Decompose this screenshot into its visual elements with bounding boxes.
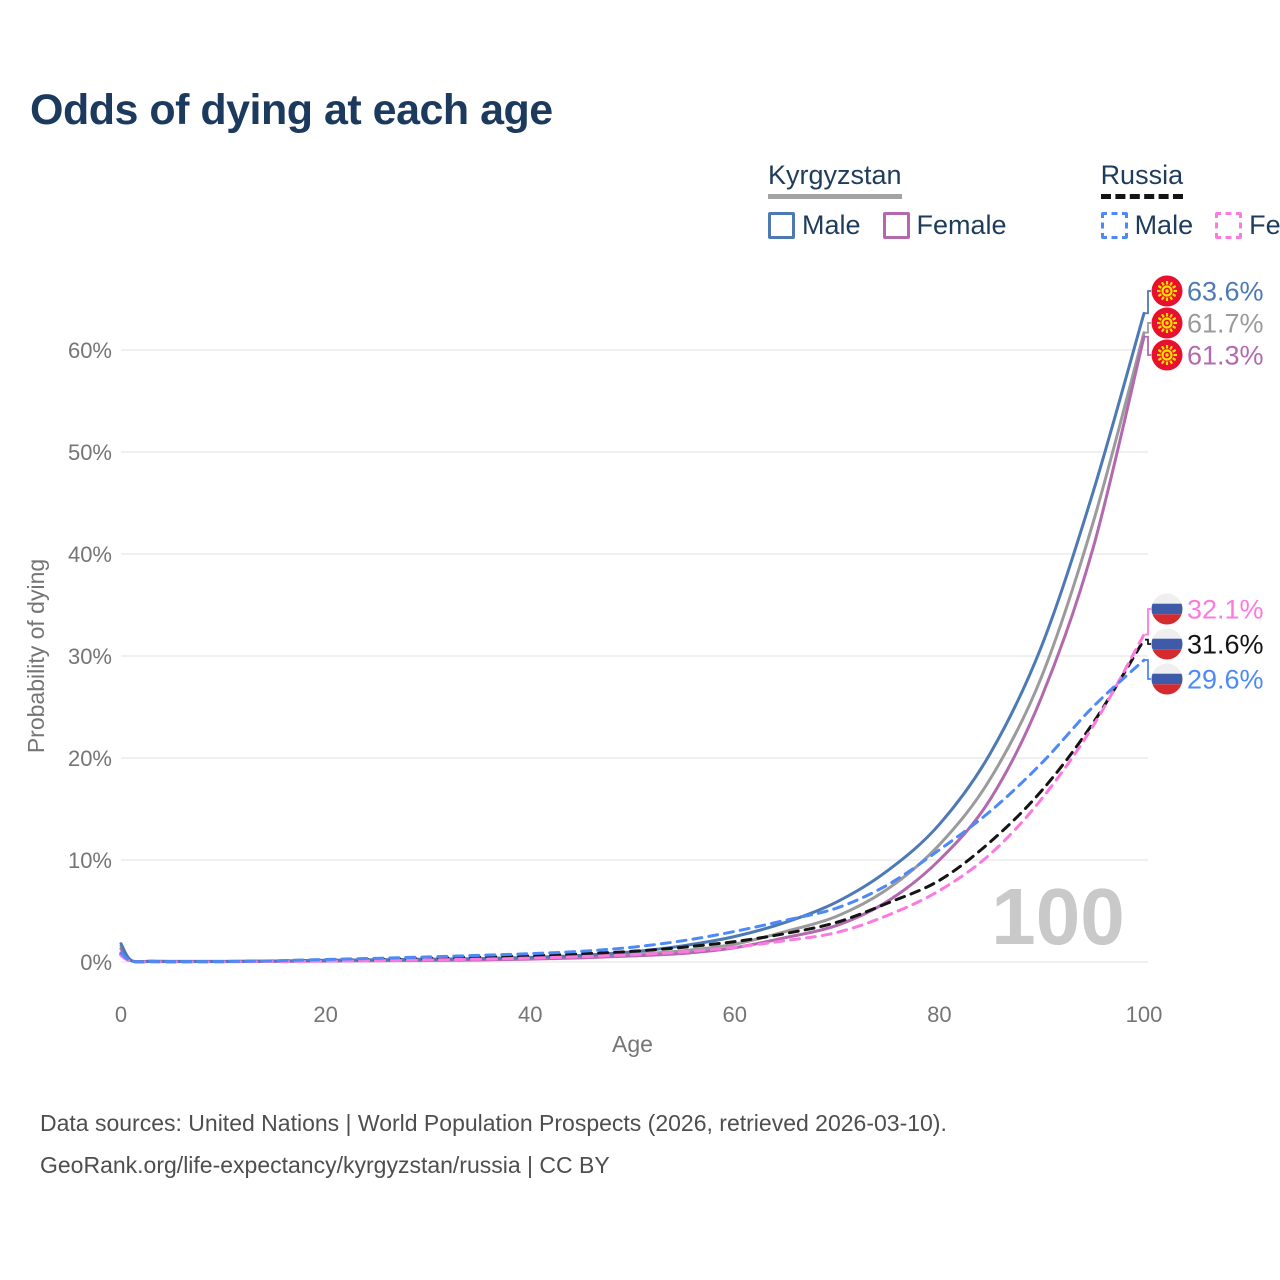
label-connector-russia-male — [1145, 659, 1151, 680]
legend-group-kyrgyzstan: Kyrgyzstan Male Female — [768, 160, 1029, 241]
page-title: Odds of dying at each age — [30, 86, 553, 134]
y-tick-label: 40% — [68, 542, 112, 567]
legend-label-russia-female[interactable]: Female — [1249, 210, 1280, 240]
legend-label-kyrgyzstan-female[interactable]: Female — [916, 210, 1007, 240]
legend-row-russia: Male Female — [1100, 210, 1280, 241]
series-line-russia-male[interactable] — [119, 658, 1146, 964]
label-connector-kyrgyzstan-male — [1145, 290, 1151, 315]
watermark-age-100: 100 — [991, 872, 1124, 961]
x-tick-label: 20 — [313, 1002, 337, 1027]
end-label-kyrgyzstan-female: 61.3% — [1187, 341, 1264, 371]
end-annotations: 63.6%61.7%61.3% 29.6% 31.6% 32.1% — [1145, 275, 1264, 695]
legend-swatch-russia-female-icon[interactable] — [1215, 212, 1243, 239]
russia-flag-icon — [1151, 663, 1183, 695]
series-line-kyrgyzstan-male[interactable] — [119, 311, 1146, 964]
kyrgyzstan-flag-icon — [1151, 307, 1183, 339]
y-tick-label: 50% — [68, 440, 112, 465]
legend-country-kyrgyzstan[interactable]: Kyrgyzstan — [768, 160, 902, 199]
russia-flag-icon — [1151, 628, 1183, 660]
label-connector-russia-both — [1145, 638, 1151, 645]
y-tick-label: 20% — [68, 746, 112, 771]
end-label-russia-both: 31.6% — [1187, 630, 1264, 660]
x-tick-label: 100 — [1126, 1002, 1163, 1027]
footer: Data sources: United Nations | World Pop… — [40, 1102, 947, 1186]
legend-swatch-kyrgyzstan-male-icon[interactable] — [768, 212, 795, 239]
legend-row-kyrgyzstan: Male Female — [768, 210, 1029, 241]
attribution-line: GeoRank.org/life-expectancy/kyrgyzstan/r… — [40, 1152, 610, 1178]
y-tick-label: 0% — [80, 950, 112, 975]
x-tick-label: 60 — [723, 1002, 747, 1027]
end-label-kyrgyzstan-male: 63.6% — [1187, 277, 1264, 307]
legend-swatch-russia-male-icon[interactable] — [1100, 212, 1128, 239]
x-tick-label: 80 — [927, 1002, 951, 1027]
legend-group-russia: Russia Male Female — [1100, 160, 1280, 241]
end-label-kyrgyzstan-both: 61.7% — [1187, 309, 1264, 339]
series-line-kyrgyzstan-both[interactable] — [119, 331, 1146, 964]
label-connector-kyrgyzstan-both — [1145, 322, 1151, 334]
label-connector-russia-female — [1145, 608, 1151, 636]
x-tick-label: 0 — [115, 1002, 127, 1027]
data-sources-line: Data sources: United Nations | World Pop… — [40, 1110, 947, 1136]
legend-label-russia-male[interactable]: Male — [1134, 210, 1194, 240]
end-label-russia-female: 32.1% — [1187, 595, 1264, 625]
kyrgyzstan-flag-icon — [1151, 339, 1183, 371]
axes: 0 20 40 60 80 100 Age Probability of dying — [23, 559, 1162, 1057]
y-tick-label: 30% — [68, 644, 112, 669]
x-axis-title: Age — [612, 1031, 653, 1057]
legend-swatch-kyrgyzstan-female-icon[interactable] — [882, 212, 910, 239]
russia-flag-icon — [1151, 593, 1183, 625]
y-axis-title: Probability of dying — [23, 559, 49, 753]
gridlines: 0% 10% 20% 30% 40% 50% 60% — [68, 338, 1148, 975]
series-line-kyrgyzstan-female[interactable] — [119, 335, 1146, 964]
y-tick-label: 60% — [68, 338, 112, 363]
kyrgyzstan-flag-icon — [1151, 275, 1183, 307]
legend: Kyrgyzstan Male Female Russia Male Femal… — [768, 160, 1280, 241]
series-lines — [119, 311, 1146, 964]
end-label-russia-male: 29.6% — [1187, 665, 1264, 695]
legend-label-kyrgyzstan-male[interactable]: Male — [802, 210, 861, 240]
y-tick-label: 10% — [68, 848, 112, 873]
x-tick-label: 40 — [518, 1002, 542, 1027]
legend-country-russia[interactable]: Russia — [1100, 160, 1184, 199]
label-connector-kyrgyzstan-female — [1145, 335, 1151, 356]
